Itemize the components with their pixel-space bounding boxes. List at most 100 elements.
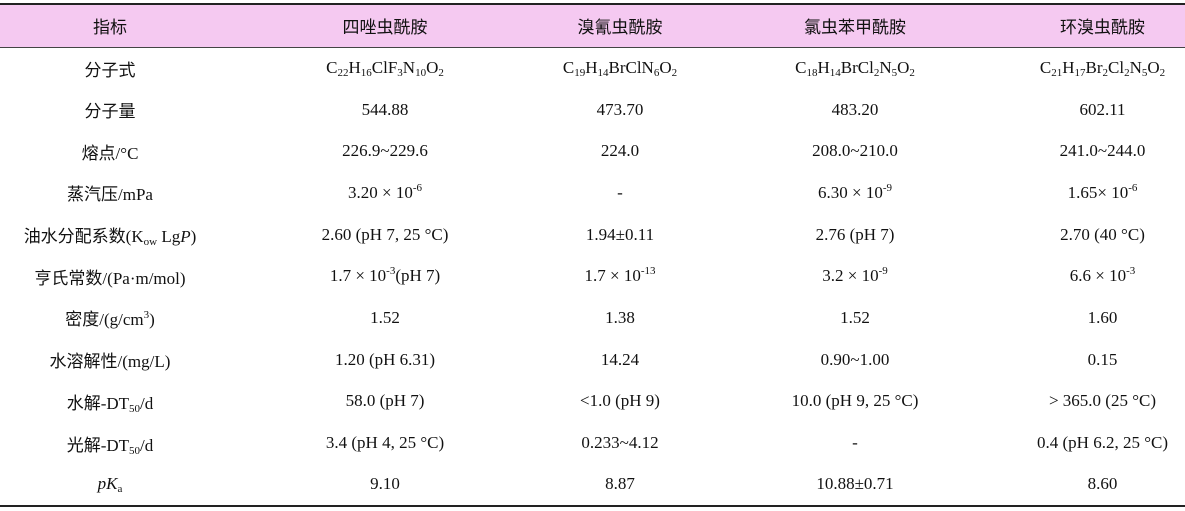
table-row: 分子式 C22H16ClF3N10O2 C19H14BrClN6O2 C18H14Br… [0,47,1185,89]
italic-run: p [97,474,107,494]
subscript-run: 3 [397,67,403,80]
text-run: O [1147,58,1160,78]
table-cell: 2.70 (40 °C) [1060,224,1145,244]
table-cell: 1.94±0.11 [585,224,655,244]
table-cell: 0.4 (pH 6.2, 25 °C) [1037,433,1168,453]
header-cell: 环溴虫酰胺 [1060,18,1145,39]
text-run: 密度/(g/cm [65,310,144,330]
table-cell: C18H14BrCl2N5O2 [690,47,1020,89]
text-run: /d [140,435,154,455]
table-body: 分子式 C22H16ClF3N10O2 C19H14BrClN6O2 C18H14Br… [0,47,1185,506]
supscript-run: -13 [640,265,656,278]
subscript-run: 50 [129,444,141,457]
subscript-run: 2 [1102,67,1109,80]
subscript-run: 50 [129,402,141,415]
row-label: 熔点/°C [81,143,139,163]
text-run: C [795,58,807,78]
table-cell: 1.20 (pH 6.31) [334,349,436,369]
text-run: Cl [1108,58,1125,78]
text-run: 3.2 × 10 [822,266,879,286]
text-run: 油水分配系数(K [23,227,144,247]
text-run: O [426,58,439,78]
table-cell: 10.0 (pH 9, 25 °C) [791,391,919,411]
subscript-run: a [117,483,123,496]
table-row: 分子量 544.88 473.70 483.20 602.11 [0,89,1185,131]
text-run: C [562,58,575,78]
subscript-run: 21 [1051,67,1063,80]
subscript-run: 16 [360,67,372,80]
text-run: 1.65× 10 [1067,182,1129,202]
table-cell: 1.65× 10-6 [1020,172,1185,214]
table-cell: <1.0 (pH 9) [580,391,660,411]
text-run: 6.30 × 10 [817,182,883,202]
table-row: 亨氏常数/(Pa·m/mol) 1.7 × 10-3(pH 7) 1.7 × 10-… [0,255,1185,297]
table-cell: 2.76 (pH 7) [815,224,895,244]
text-run: 6.6 × 10 [1069,266,1127,286]
table-row: 蒸汽压/mPa 3.20 × 10-6-6.30 × 10-9 1.65× 10-6 [0,172,1185,214]
subscript-run: 10 [415,67,427,80]
row-label: 分子式 [84,60,136,80]
table-cell: 0.15 [1087,349,1118,369]
table-cell: 9.10 [370,474,400,494]
text-run: ) [190,227,197,247]
supscript-run: -3 [1126,265,1136,278]
subscript-run: 2 [873,67,880,80]
row-label: 水解-DT50/d [0,381,220,423]
supscript-run: -3 [386,265,396,278]
table-cell: 1.60 [1087,307,1118,327]
table-row: 光解-DT50/d 3.4 (pH 4, 25 °C) 0.233~4.12 - 0.4… [0,422,1185,464]
text-run: H [1062,58,1075,78]
row-label: 蒸汽压/mPa [67,185,153,205]
text-run: 水解-DT [66,393,130,413]
text-run: 1.7 × 10 [329,266,387,286]
subscript-run: 14 [829,67,841,80]
table-cell: 208.0~210.0 [812,141,898,161]
table-row: 油水分配系数(Kow LgP) 2.60 (pH 7, 25 °C) 1.94±0.… [0,214,1185,256]
text-run: N [402,58,416,78]
table-cell: 3.4 (pH 4, 25 °C) [325,433,445,453]
table-cell: 1.52 [370,307,400,327]
row-label: pKa [0,464,220,506]
table-row: 水溶解性/(mg/L) 1.20 (pH 6.31) 14.24 0.90~1.00 0… [0,339,1185,381]
text-run: H [585,58,598,78]
text-run: Br [1085,58,1103,78]
table-cell: 1.38 [605,307,635,327]
table-cell: 544.88 [361,99,409,119]
text-run: ClF [371,58,398,78]
text-run: 3.20 × 10 [347,182,413,202]
text-run: 光解-DT [66,435,130,455]
text-run: O [897,58,910,78]
subscript-run: 18 [806,67,818,80]
subscript-run: 14 [597,67,609,80]
table-cell: - [852,433,858,453]
supscript-run: -6 [412,181,422,194]
subscript-run: 2 [909,67,915,80]
header-cell: 指标 [93,18,127,39]
table-cell: 6.30 × 10-9 [690,172,1020,214]
supscript-run: 3 [143,309,150,322]
supscript-run: -9 [878,265,888,278]
subscript-run: 2 [438,67,444,80]
row-label: 密度/(g/cm3) [0,297,220,339]
text-run: Lg [157,227,181,247]
text-run: C [1039,58,1052,78]
table-cell: 241.0~244.0 [1059,141,1146,161]
header-row: 指标 四唑虫酰胺 溴氰虫酰胺 氯虫苯甲酰胺 环溴虫酰胺 [0,4,1185,47]
data-table: 指标 四唑虫酰胺 溴氰虫酰胺 氯虫苯甲酰胺 环溴虫酰胺 分子式 C22H16ClF3N10… [0,3,1185,507]
header-cell: 氯虫苯甲酰胺 [804,18,906,39]
text-run: O [659,58,672,78]
table-cell: 1.52 [840,307,870,327]
subscript-run: 2 [1159,67,1166,80]
table-cell: 483.20 [831,99,879,119]
text-run: N [879,58,892,78]
subscript-run: 19 [574,67,586,80]
text-run: H [817,58,830,78]
italic-run: K [106,474,118,494]
table-cell: 58.0 (pH 7) [345,391,425,411]
table-cell: 6.6 × 10-3 [1020,255,1185,297]
text-run: (pH 7) [395,266,441,286]
supscript-run: -6 [1128,181,1138,194]
subscript-run: 2 [1124,67,1130,80]
table-cell: 473.70 [596,99,644,119]
